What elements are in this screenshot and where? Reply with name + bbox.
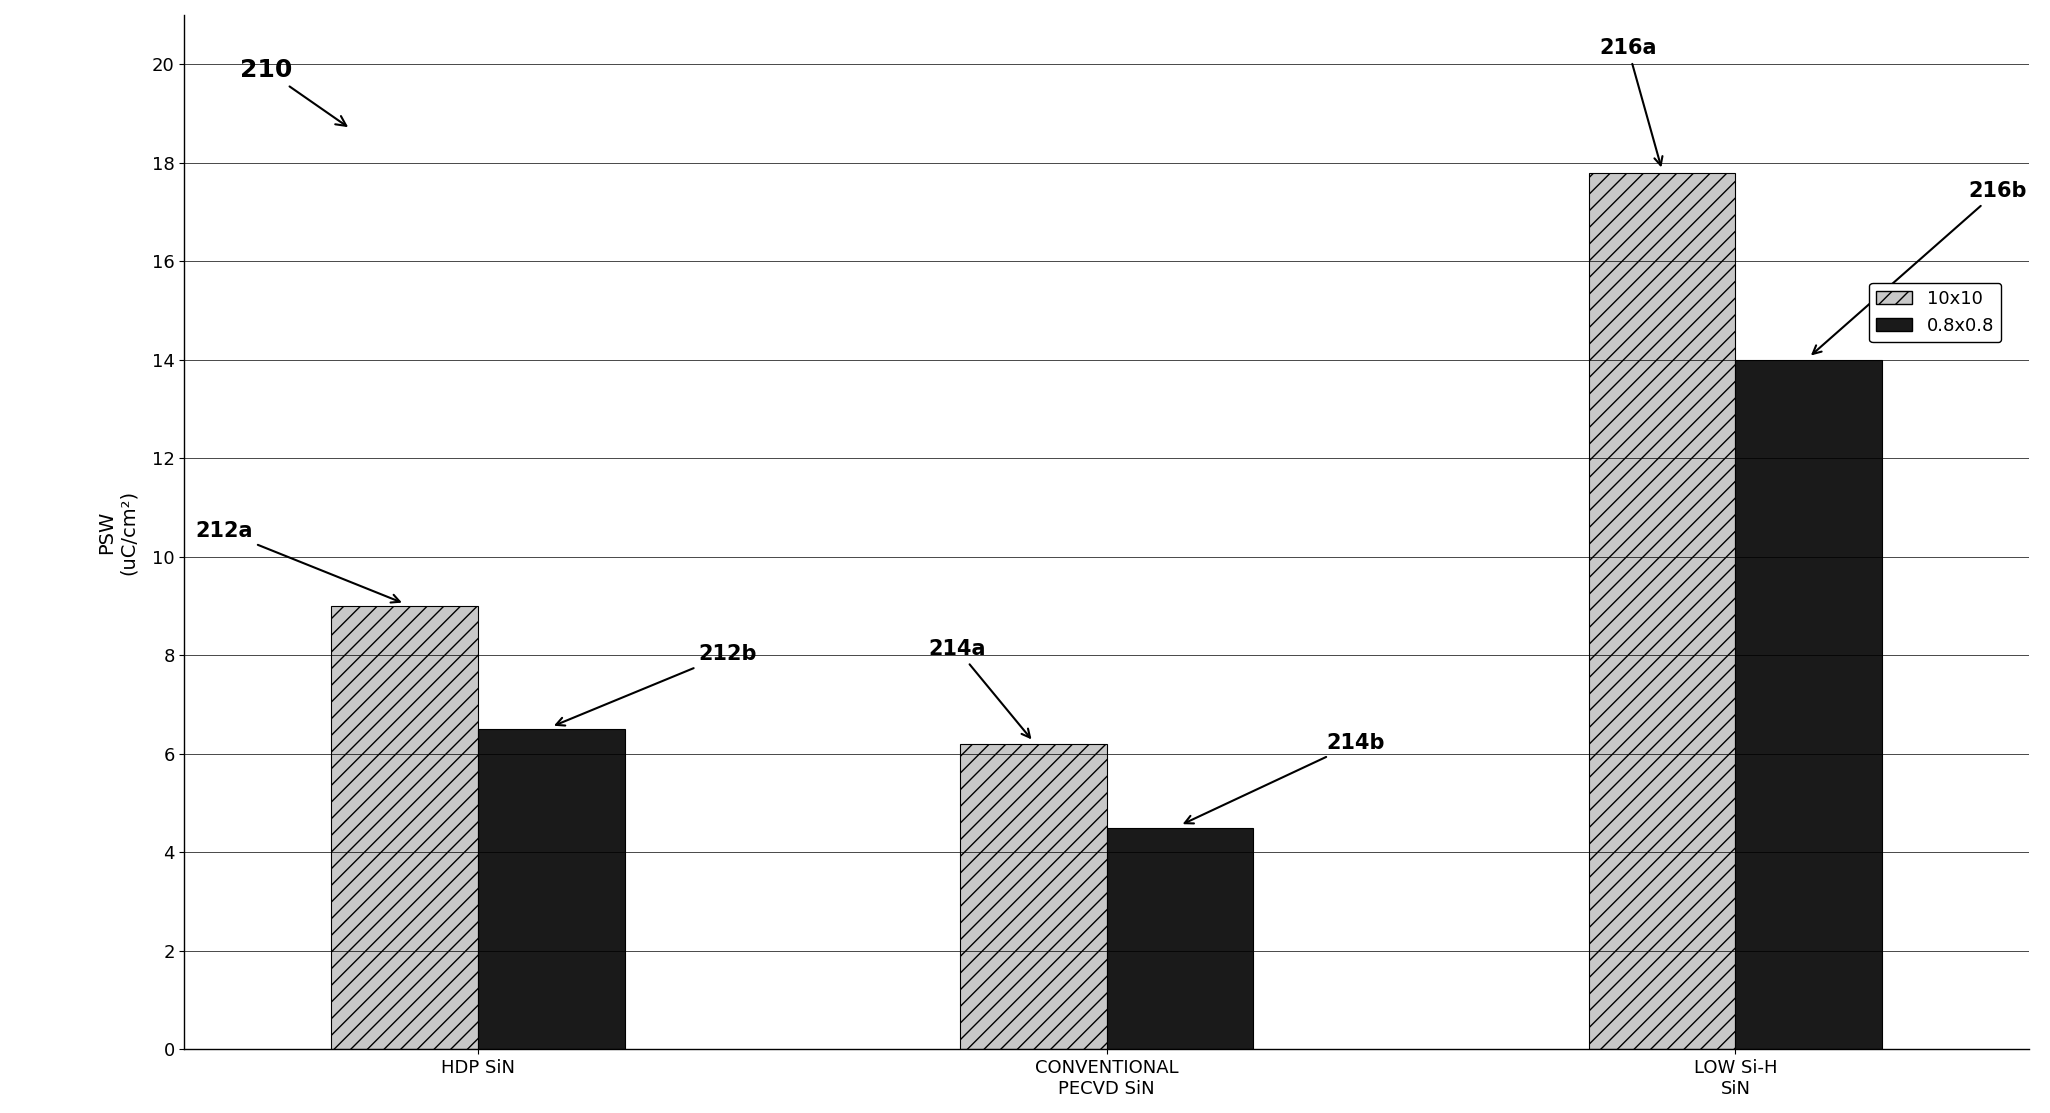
Text: 212b: 212b [556, 644, 756, 726]
Bar [1736, 359, 1882, 1050]
Legend: 10x10, 0.8x0.8: 10x10, 0.8x0.8 [1870, 283, 2001, 342]
Bar [1107, 828, 1253, 1050]
Text: 216b: 216b [1812, 181, 2027, 354]
Text: 212a: 212a [195, 521, 400, 602]
Bar [959, 745, 1107, 1050]
Text: 210: 210 [240, 58, 346, 126]
Text: 214b: 214b [1185, 733, 1386, 824]
Text: 214a: 214a [929, 639, 1029, 738]
Bar [332, 607, 478, 1050]
Bar [1589, 173, 1736, 1050]
Text: 216a: 216a [1599, 39, 1663, 165]
Bar [478, 729, 625, 1050]
Y-axis label: PSW
(uC/cm²): PSW (uC/cm²) [96, 490, 137, 574]
